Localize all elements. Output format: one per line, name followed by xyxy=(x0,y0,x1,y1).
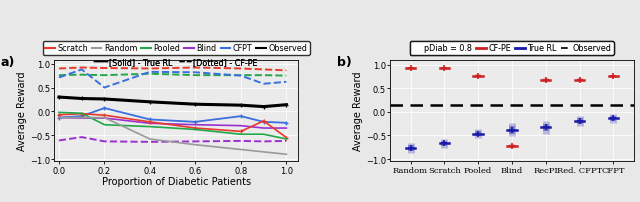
Y-axis label: Average Reward: Average Reward xyxy=(17,72,28,151)
Legend: pDiab = 0.8, CF-PE, True RL, Observed: pDiab = 0.8, CF-PE, True RL, Observed xyxy=(410,42,614,56)
Text: b): b) xyxy=(337,56,351,68)
X-axis label: Proportion of Diabetic Patients: Proportion of Diabetic Patients xyxy=(102,176,251,186)
Text: a): a) xyxy=(1,56,15,68)
Legend: [Solid] - True RL, [Dotted] - CF-PE: [Solid] - True RL, [Dotted] - CF-PE xyxy=(91,54,261,70)
Y-axis label: Average Reward: Average Reward xyxy=(353,72,363,151)
